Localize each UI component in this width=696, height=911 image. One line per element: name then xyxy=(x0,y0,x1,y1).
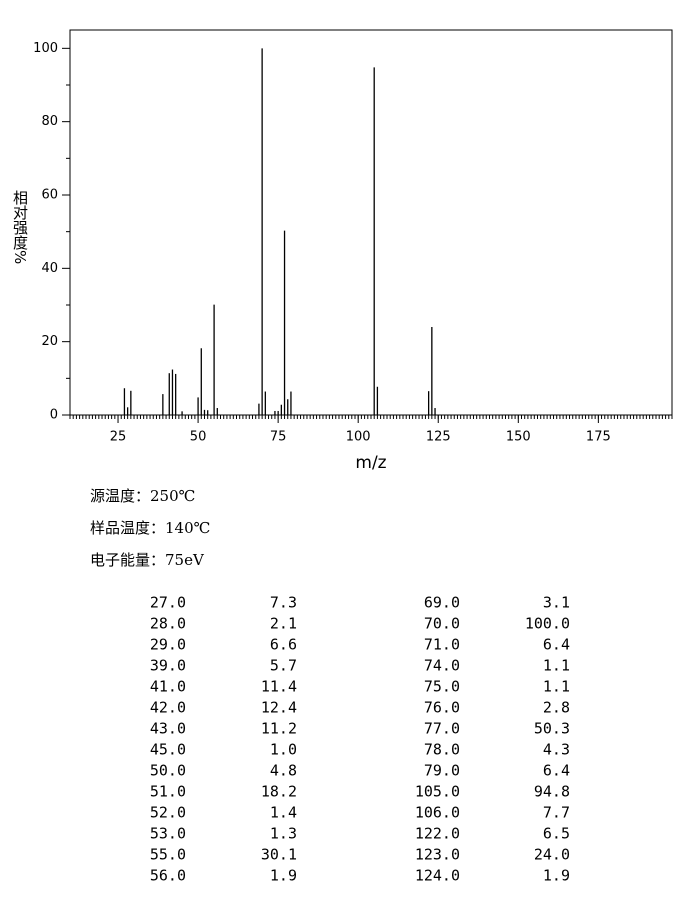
table-cell: 53.0 xyxy=(150,825,186,843)
table-cell: 11.2 xyxy=(261,720,297,738)
table-cell: 123.0 xyxy=(415,846,460,864)
y-axis-label: 相对强度% xyxy=(11,190,29,264)
table-cell: 6.6 xyxy=(270,636,297,654)
table-cell: 29.0 xyxy=(150,636,186,654)
table-cell: 77.0 xyxy=(424,720,460,738)
table-cell: 71.0 xyxy=(424,636,460,654)
x-tick-label: 25 xyxy=(110,430,127,445)
table-cell: 39.0 xyxy=(150,657,186,675)
table-cell: 18.2 xyxy=(261,783,297,801)
y-tick-label: 60 xyxy=(41,188,58,203)
y-tick-label: 20 xyxy=(41,334,58,349)
table-cell: 11.4 xyxy=(261,678,297,696)
table-cell: 4.3 xyxy=(543,741,570,759)
table-cell: 43.0 xyxy=(150,720,186,738)
table-cell: 42.0 xyxy=(150,699,186,717)
table-cell: 56.0 xyxy=(150,867,186,885)
table-cell: 6.5 xyxy=(543,825,570,843)
table-cell: 69.0 xyxy=(424,594,460,612)
table-cell: 4.8 xyxy=(270,762,297,780)
table-cell: 55.0 xyxy=(150,846,186,864)
table-cell: 124.0 xyxy=(415,867,460,885)
table-cell: 74.0 xyxy=(424,657,460,675)
y-tick-label: 0 xyxy=(50,408,58,423)
table-cell: 122.0 xyxy=(415,825,460,843)
table-cell: 2.8 xyxy=(543,699,570,717)
table-cell: 105.0 xyxy=(415,783,460,801)
info-line: 样品温度：140℃ xyxy=(90,519,210,537)
x-axis-label: m/z xyxy=(355,453,386,473)
info-line: 电子能量：75eV xyxy=(90,551,205,569)
table-cell: 2.1 xyxy=(270,615,297,633)
x-tick-label: 75 xyxy=(270,430,287,445)
table-cell: 45.0 xyxy=(150,741,186,759)
table-cell: 1.9 xyxy=(270,867,297,885)
table-cell: 50.0 xyxy=(150,762,186,780)
table-cell: 51.0 xyxy=(150,783,186,801)
y-tick-label: 40 xyxy=(41,261,58,276)
x-tick-label: 150 xyxy=(506,430,531,445)
table-cell: 75.0 xyxy=(424,678,460,696)
info-line: 源温度：250℃ xyxy=(90,487,195,505)
table-cell: 94.8 xyxy=(534,783,570,801)
x-tick-label: 125 xyxy=(426,430,451,445)
y-tick-label: 100 xyxy=(33,41,58,56)
x-tick-label: 50 xyxy=(190,430,207,445)
x-tick-label: 175 xyxy=(586,430,611,445)
table-cell: 12.4 xyxy=(261,699,297,717)
table-cell: 52.0 xyxy=(150,804,186,822)
table-cell: 5.7 xyxy=(270,657,297,675)
table-cell: 100.0 xyxy=(525,615,570,633)
table-cell: 24.0 xyxy=(534,846,570,864)
plot-frame xyxy=(69,29,673,416)
table-cell: 28.0 xyxy=(150,615,186,633)
table-cell: 1.3 xyxy=(270,825,297,843)
table-cell: 41.0 xyxy=(150,678,186,696)
table-cell: 3.1 xyxy=(543,594,570,612)
table-cell: 1.1 xyxy=(543,657,570,675)
table-cell: 27.0 xyxy=(150,594,186,612)
table-cell: 1.1 xyxy=(543,678,570,696)
table-cell: 78.0 xyxy=(424,741,460,759)
table-cell: 79.0 xyxy=(424,762,460,780)
table-cell: 30.1 xyxy=(261,846,297,864)
table-cell: 6.4 xyxy=(543,762,570,780)
table-cell: 70.0 xyxy=(424,615,460,633)
table-cell: 7.3 xyxy=(270,594,297,612)
table-cell: 1.4 xyxy=(270,804,297,822)
table-cell: 6.4 xyxy=(543,636,570,654)
table-cell: 76.0 xyxy=(424,699,460,717)
table-cell: 106.0 xyxy=(415,804,460,822)
table-cell: 1.9 xyxy=(543,867,570,885)
x-tick-label: 100 xyxy=(346,430,371,445)
y-tick-label: 80 xyxy=(41,114,58,129)
table-cell: 7.7 xyxy=(543,804,570,822)
table-cell: 50.3 xyxy=(534,720,570,738)
table-cell: 1.0 xyxy=(270,741,297,759)
